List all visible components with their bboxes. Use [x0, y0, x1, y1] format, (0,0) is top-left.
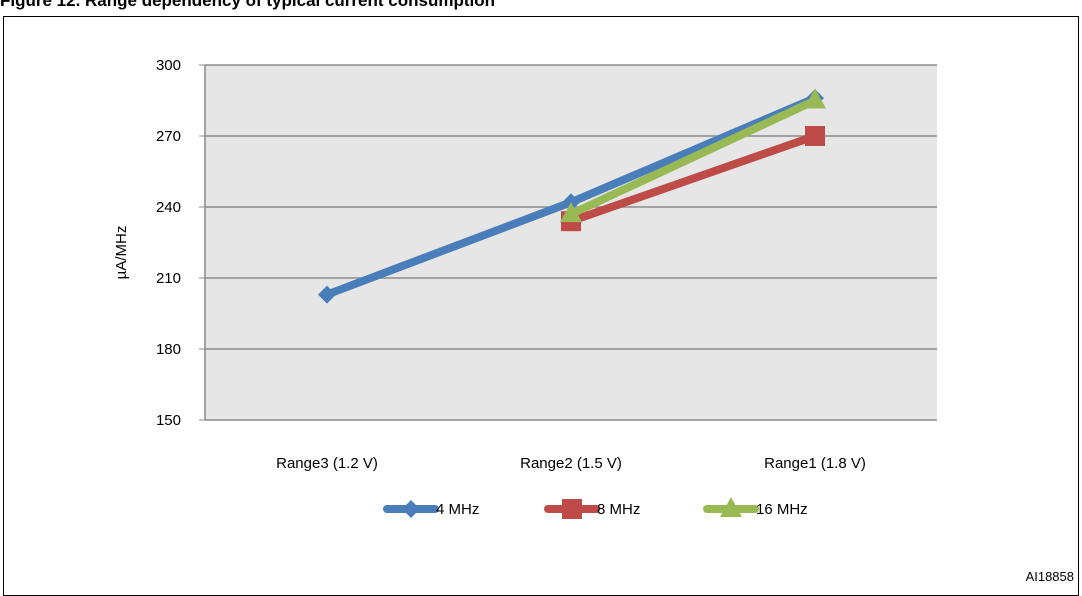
- data-point: [804, 88, 826, 109]
- x-tick-label: Range3 (1.2 V): [276, 455, 378, 472]
- y-axis-label: µA/MHz: [113, 226, 130, 280]
- y-tick-label: 300: [156, 57, 181, 74]
- series-line-2: [567, 132, 819, 226]
- figure-caption: Figure 12. Range dependency of typical c…: [0, 0, 495, 10]
- data-point: [318, 285, 336, 304]
- y-tick-label: 210: [156, 270, 181, 287]
- data-point: [560, 202, 582, 223]
- y-tick-label: 270: [156, 128, 181, 145]
- y-tick-label: 240: [156, 199, 181, 216]
- y-tick-label: 180: [156, 341, 181, 358]
- legend-marker: [720, 497, 742, 517]
- series-line-3: [567, 96, 819, 219]
- y-tick-label: 150: [156, 412, 181, 429]
- x-tick-label: Range1 (1.8 V): [764, 455, 866, 472]
- legend-label: 16 MHz: [756, 501, 808, 518]
- legend-label: 8 MHz: [597, 501, 640, 518]
- plot-area: [205, 65, 937, 420]
- x-tick-label: Range2 (1.5 V): [520, 455, 622, 472]
- legend-marker: [402, 500, 420, 518]
- legend-label: 4 MHz: [436, 501, 479, 518]
- figure-id: AI18858: [1025, 569, 1074, 584]
- legend-marker: [562, 499, 582, 519]
- data-point: [805, 126, 825, 146]
